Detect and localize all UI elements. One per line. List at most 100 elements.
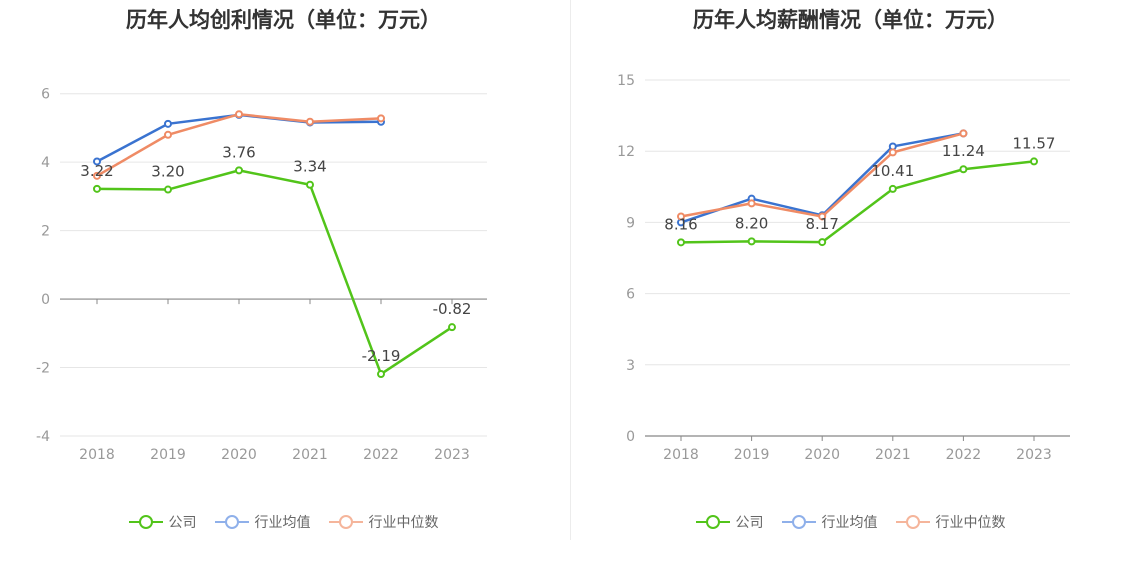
x-tick-label: 2019 [734,447,770,463]
x-tick-label: 2019 [150,447,186,463]
data-point [888,148,897,157]
x-tick-label: 2022 [363,447,399,463]
chart-plot-area: 0 3 6 9 12 15 2018 2019 2020 2021 2022 2023 8.16 8.20… [617,73,1070,463]
x-tick-label: 2021 [292,447,328,463]
data-label: 8.16 [664,215,697,233]
gridlines [645,79,1070,437]
x-axis-ticks: 2018 2019 2020 2021 2022 2023 [79,299,470,463]
data-point [677,238,685,247]
data-point [818,212,827,221]
data-point [747,199,756,208]
data-point [677,212,685,221]
series-line [680,132,964,218]
data-label: 8.20 [735,214,768,232]
x-tick-label: 2020 [221,447,257,463]
y-axis-ticks: -4 -2 0 2 4 6 [36,87,50,445]
x-tick-label: 2018 [79,447,115,463]
legend-marker-company [128,514,163,530]
data-point [164,185,172,194]
y-axis-ticks: 0 3 6 9 12 15 [617,73,635,445]
legend-item-industry-median[interactable]: 行业中位数 [895,512,1006,532]
data-point [306,117,314,126]
chart-title: 历年人均创利情况（单位：万元） [126,8,441,32]
data-point [747,237,756,246]
legend-item-company[interactable]: 公司 [128,512,197,532]
legend-marker-company [695,514,730,530]
legend-item-industry-avg[interactable]: 行业均值 [781,512,878,532]
data-label: -0.82 [433,300,472,318]
chart-legend: 公司 行业均值 行业中位数 [567,510,1134,534]
series-company [677,157,1038,247]
data-label: 8.17 [805,215,838,233]
legend-marker-industry-median [895,514,930,530]
data-point [959,165,968,174]
data-point [377,114,385,123]
legend-label-company: 公司 [735,515,764,531]
x-axis-ticks: 2018 2019 2020 2021 2022 2023 [663,436,1052,463]
y-tick-label: 4 [41,155,50,171]
chart-legend: 公司 行业均值 行业中位数 [0,510,567,534]
data-labels: 8.16 8.20 8.17 10.41 11.24 11.57 [664,134,1055,233]
legend-marker-industry-avg [214,514,249,530]
data-point [959,129,968,138]
legend-label-industry-avg: 行业均值 [821,515,878,531]
data-label: 3.22 [80,162,113,180]
data-point [448,323,456,332]
y-tick-label: 0 [41,292,50,308]
data-label: -2.19 [362,347,401,365]
chart-plot-area: -4 -2 0 2 4 6 2018 2019 2020 2021 2022 2023 3.22 3.20… [36,87,487,463]
x-tick-label: 2020 [804,447,840,463]
legend-item-company[interactable]: 公司 [695,512,764,532]
profit-per-capita-chart: 历年人均创利情况（单位：万元） -4 -2 0 2 4 6 2018 2019 2020 2021… [0,8,567,534]
x-tick-label: 2021 [875,447,911,463]
legend-label-company: 公司 [168,515,197,531]
series-industry-median [677,129,968,221]
y-tick-label: 3 [626,358,635,374]
salary-per-capita-chart: 历年人均薪酬情况（单位：万元） 0 3 6 9 12 15 2018 2019 2020 2021… [567,0,1134,582]
series-company [93,166,456,379]
data-label: 11.24 [942,142,985,160]
data-point [164,119,172,128]
series-line [680,160,1035,244]
y-tick-label: -2 [36,361,50,377]
y-tick-label: 2 [41,224,50,240]
legend-marker-industry-avg [781,514,816,530]
data-point [306,180,314,189]
gridlines [60,93,487,437]
y-tick-label: 9 [626,215,635,231]
data-label: 3.34 [293,158,326,176]
y-tick-label: 12 [617,144,635,160]
legend-label-industry-avg: 行业均值 [254,515,311,531]
y-tick-label: -4 [36,429,50,445]
data-point [93,171,101,180]
series-line [96,169,453,376]
legend-marker-industry-median [328,514,363,530]
series-industry-median [93,110,385,180]
y-tick-label: 6 [41,87,50,103]
data-point [93,184,101,193]
y-tick-label: 6 [626,287,635,303]
x-tick-label: 2023 [1016,447,1052,463]
data-label: 3.20 [151,163,184,181]
legend-item-industry-avg[interactable]: 行业均值 [214,512,311,532]
data-label: 10.41 [871,162,914,180]
y-tick-label: 15 [617,73,635,89]
data-labels: 3.22 3.20 3.76 3.34 -2.19 -0.82 [80,143,471,365]
data-point [235,110,243,119]
data-point [164,130,172,139]
data-point [888,184,897,193]
x-tick-label: 2018 [663,447,699,463]
x-tick-label: 2023 [434,447,470,463]
data-point [377,370,385,379]
chart-title: 历年人均薪酬情况（单位：万元） [693,8,1008,32]
data-point [818,238,827,247]
legend-label-industry-median: 行业中位数 [368,515,439,531]
y-tick-label: 0 [626,429,635,445]
panel-divider [570,0,571,540]
data-point [93,157,101,166]
data-label: 11.57 [1013,134,1056,152]
x-tick-label: 2022 [946,447,982,463]
legend-item-industry-median[interactable]: 行业中位数 [328,512,439,532]
legend-label-industry-median: 行业中位数 [935,515,1006,531]
data-label: 3.76 [222,143,255,161]
